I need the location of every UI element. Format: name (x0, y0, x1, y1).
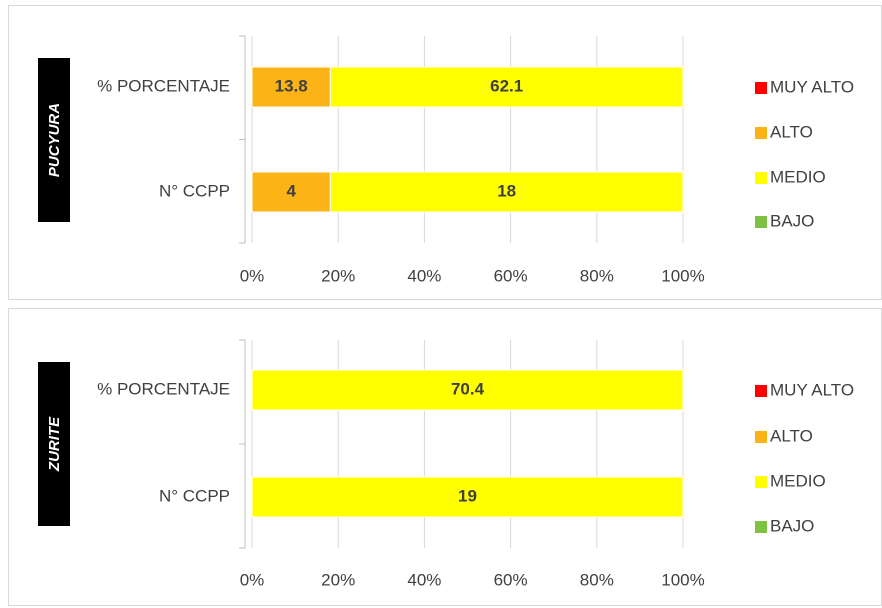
side-label: ZURITE (46, 416, 63, 472)
x-tick-label: 100% (661, 266, 704, 285)
side-label-box (38, 362, 70, 526)
x-tick-label: 80% (580, 570, 614, 589)
x-tick-label: 20% (321, 266, 355, 285)
x-tick-label: 100% (661, 570, 704, 589)
data-label: 19 (458, 486, 477, 505)
legend-label: ALTO (770, 122, 813, 141)
x-tick-label: 40% (407, 570, 441, 589)
legend-swatch (755, 431, 767, 443)
legend-label: BAJO (770, 211, 814, 230)
bar-segment (251, 476, 684, 518)
data-label: 70.4 (451, 379, 485, 398)
side-label-box (38, 58, 70, 222)
panel-border (8, 5, 882, 300)
y-tick-label: N° CCPP (159, 486, 230, 505)
data-label: 62.1 (490, 76, 523, 95)
x-tick-label: 20% (321, 570, 355, 589)
side-label: PUCYURA (46, 103, 63, 177)
legend-label: MUY ALTO (770, 77, 854, 96)
x-tick-label: 80% (580, 266, 614, 285)
bar-segment (251, 369, 684, 411)
x-tick-label: 0% (240, 570, 265, 589)
legend-label: MEDIO (770, 471, 826, 490)
data-label: 18 (497, 181, 516, 200)
legend-swatch (755, 521, 767, 533)
legend-label: BAJO (770, 516, 814, 535)
legend-label: ALTO (770, 426, 813, 445)
legend-label: MEDIO (770, 167, 826, 186)
y-tick-label: % PORCENTAJE (97, 76, 230, 95)
x-tick-label: 0% (240, 266, 265, 285)
legend-swatch (755, 476, 767, 488)
bar-segment (329, 66, 684, 108)
x-tick-label: 40% (407, 266, 441, 285)
legend-label: MUY ALTO (770, 380, 854, 399)
y-tick-label: N° CCPP (159, 181, 230, 200)
x-tick-label: 60% (494, 570, 528, 589)
legend-swatch (755, 172, 767, 184)
bar-segment (329, 171, 684, 213)
legend-swatch (755, 82, 767, 94)
data-label: 4 (286, 181, 296, 200)
bar-segment (251, 171, 331, 213)
legend-swatch (755, 216, 767, 228)
legend-swatch (755, 385, 767, 397)
x-tick-label: 60% (494, 266, 528, 285)
y-tick-label: % PORCENTAJE (97, 379, 230, 398)
data-label: 13.8 (275, 76, 308, 95)
legend-swatch (755, 127, 767, 139)
panel-border (8, 308, 882, 606)
